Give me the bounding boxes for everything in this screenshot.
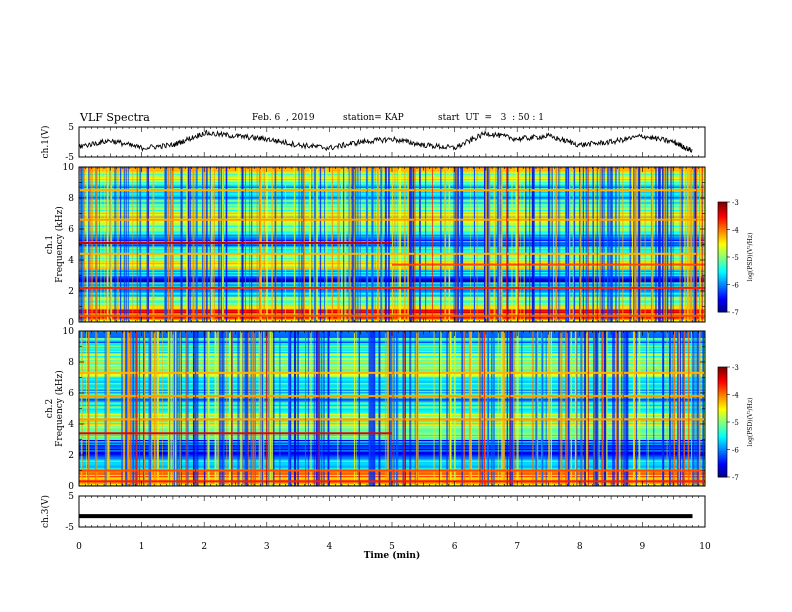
ytick-label-ch3: 5	[68, 492, 74, 502]
xtick-label: 9	[640, 542, 646, 552]
ytick-label-ch2-spectrogram: 4	[68, 420, 74, 430]
ytick-label-ch1-spectrogram: 8	[68, 194, 74, 204]
colorbar-tick-label: -3	[732, 199, 739, 207]
ylabel-frequency-ch2-spectrogram: Frequency (kHz)	[54, 370, 65, 447]
ytick-label-ch2-spectrogram: 0	[68, 482, 74, 492]
colorbar-label: log(PSD)(V²/Hz)	[747, 398, 754, 447]
ytick-label-ch1-spectrogram: 2	[68, 287, 74, 297]
ytick-label-ch1-spectrogram: 4	[68, 256, 74, 266]
ylabel-ch1: ch.1(V)	[40, 126, 51, 159]
colorbar-tick-label: -5	[732, 419, 739, 427]
ylabel-ch3: ch.3(V)	[40, 495, 51, 528]
ylabel-channel-ch2-spectrogram: ch.2	[45, 399, 55, 418]
ytick-label-ch2-spectrogram: 2	[68, 451, 74, 461]
start-time-label: start UT = 3 : 50 : 1	[438, 113, 544, 123]
colorbar-tick-label: -7	[732, 474, 739, 482]
figure-title: VLF Spectra	[80, 111, 150, 124]
date-label: Feb. 6 , 2019	[252, 113, 315, 123]
xtick-label: 2	[201, 542, 207, 552]
ytick-label-ch1-spectrogram: 0	[68, 318, 74, 328]
station-label: station= KAP	[343, 113, 404, 123]
xtick-label: 7	[514, 542, 520, 552]
ytick-label-ch2-spectrogram: 10	[63, 327, 75, 337]
xtick-label: 10	[699, 542, 711, 552]
colorbar-tick-label: -6	[732, 282, 739, 290]
colorbar-ch1-spectrogram	[718, 202, 727, 313]
ylabel-frequency-ch1-spectrogram: Frequency (kHz)	[54, 206, 65, 283]
colorbar-tick-label: -3	[732, 364, 739, 372]
ytick-label-ch2-spectrogram: 6	[68, 389, 74, 399]
xtick-label: 6	[452, 542, 458, 552]
colorbar-label: log(PSD)(V²/Hz)	[747, 233, 754, 282]
ch1-waveform-line	[78, 129, 693, 153]
ytick-label-ch2-spectrogram: 8	[68, 358, 74, 368]
colorbar-tick-label: -4	[732, 227, 739, 235]
xtick-label: 8	[577, 542, 583, 552]
spectrogram-image-ch2	[79, 331, 705, 487]
xtick-label: 5	[389, 542, 395, 552]
xtick-label: 0	[76, 542, 82, 552]
ylabel-channel-ch1-spectrogram: ch.1	[45, 235, 55, 254]
xaxis-label: Time (min)	[364, 550, 421, 561]
ytick-label-ch1: 5	[68, 123, 74, 133]
colorbar-tick-label: -5	[732, 254, 739, 262]
ytick-label-ch1-spectrogram: 6	[68, 225, 74, 235]
ytick-label-ch1-spectrogram: 10	[63, 163, 75, 173]
xtick-label: 1	[139, 542, 145, 552]
colorbar-tick-label: -4	[732, 392, 739, 400]
colorbar-tick-label: -7	[732, 309, 739, 317]
ytick-label-ch3: -5	[65, 523, 74, 533]
colorbar-ch2-spectrogram	[718, 367, 727, 478]
spectrogram-image-ch1	[79, 167, 705, 323]
xtick-label: 3	[264, 542, 270, 552]
ytick-label-ch1: -5	[65, 153, 74, 163]
xtick-label: 4	[327, 542, 333, 552]
colorbar-tick-label: -6	[732, 447, 739, 455]
